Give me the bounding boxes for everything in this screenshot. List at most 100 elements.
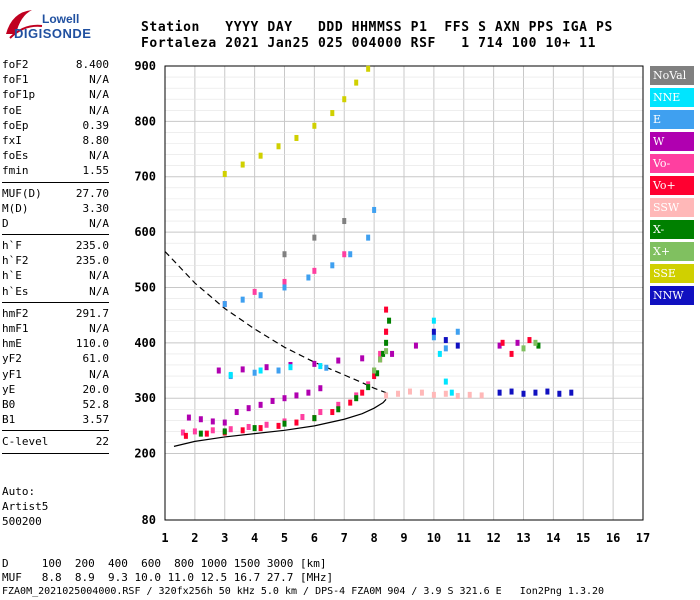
echo-point-ssw [431,391,436,398]
param-name: yE [2,382,16,396]
param-separator [2,452,109,454]
param-value: 110.0 [75,337,109,351]
echo-point-nne [443,378,448,385]
echo-point-vo- [384,328,389,335]
param-row: foF2 8.400 [2,57,109,72]
echo-point-nnw [545,388,550,395]
x-tick-label: 10 [427,531,441,545]
echo-point-vo- [360,389,365,396]
echo-point-sse [222,170,227,177]
echo-point-w [246,405,251,412]
echo-point-w [360,355,365,362]
echo-point-x- [381,350,386,357]
param-value: N/A [89,88,109,102]
echo-point-w [318,385,323,392]
echo-point-ssw [443,390,448,397]
param-separator [2,234,109,236]
param-name: foF2 [2,58,29,71]
y-tick-label: 200 [134,447,156,461]
echo-point-ssw [467,391,472,398]
echo-point-vo- [378,350,383,357]
echo-point-vo- [318,409,323,416]
param-separator [2,430,109,432]
echo-point-nnw [497,389,502,396]
param-value: 235.0 [75,239,109,253]
echo-point-vo- [258,425,263,432]
echo-point-vo- [384,306,389,313]
param-name: hmE [2,337,22,351]
echo-point-x- [378,356,383,363]
echo-point-nne [449,389,454,396]
param-value: 22 [95,435,109,449]
x-tick-label: 11 [457,531,471,545]
echo-point-vo- [240,427,245,434]
true-height-profile-curve [173,398,387,447]
echo-point-x- [282,420,287,427]
param-row: foEp 0.39 [2,118,109,133]
echo-point-w [234,409,239,416]
echo-point-nnw [557,390,562,397]
param-name: B0 [2,397,16,411]
echo-point-ssw [384,392,389,399]
echo-point-nnw [431,328,436,335]
echo-point-w [312,360,317,367]
param-name: C-level [2,435,49,449]
y-tick-label: 300 [134,391,156,405]
echo-point-e [348,251,353,258]
param-row: h`F2 235.0 [2,253,109,268]
digisonde-logo: Lowell DIGISONDE [2,4,112,44]
echo-point-vo- [282,278,287,285]
param-name: foEs [2,149,29,163]
param-name: M(D) [2,201,29,215]
echo-point-w [270,397,275,404]
plot-frame [164,65,644,521]
x-tick-label: 5 [281,531,288,545]
echo-point-vo- [300,414,305,421]
echo-point-vo- [276,422,281,429]
echo-point-ssw [455,392,460,399]
param-value: 0.39 [82,118,110,132]
echo-point-sse [312,122,317,129]
echo-point-vo- [246,423,251,430]
echo-point-w [336,357,341,364]
param-name: fxI [2,133,22,147]
param-row: h`F 235.0 [2,238,109,253]
param-value: N/A [89,73,109,87]
legend-item-nne: NNE [650,88,694,107]
echo-point-vo- [204,430,209,437]
x-tick-label: 9 [400,531,407,545]
param-name: D [2,216,9,230]
param-name: h`E [2,269,22,283]
param-row: C-level 22 [2,434,109,449]
param-name: MUF(D) [2,186,42,200]
param-value: 8.80 [82,133,110,147]
echo-point-noval [312,234,317,241]
echo-point-vo- [372,373,377,380]
echo-point-w [282,395,287,402]
param-value: N/A [89,269,109,283]
echo-point-nnw [509,388,514,395]
param-row: M(D) 3.30 [2,201,109,216]
param-value: N/A [89,322,109,335]
echo-point-vo- [180,429,185,436]
x-tick-label: 7 [341,531,348,545]
param-separator [2,301,109,303]
echo-point-sse [366,65,371,72]
echo-point-e [282,284,287,291]
echo-point-e [324,364,329,371]
echo-point-noval [282,251,287,258]
param-name: foF1p [2,88,36,102]
param-row: yE 20.0 [2,382,109,397]
param-name: h`F [2,239,22,253]
legend-item-x-: X- [650,220,694,239]
echo-point-x- [521,345,526,352]
param-value: N/A [89,103,109,117]
echo-point-e [372,206,377,213]
echo-point-nne [437,350,442,357]
param-row: foF1p N/A [2,87,109,102]
param-row: h`Es N/A [2,284,109,299]
echo-point-e [366,234,371,241]
echo-point-x- [198,430,203,437]
echo-point-e [443,345,448,352]
